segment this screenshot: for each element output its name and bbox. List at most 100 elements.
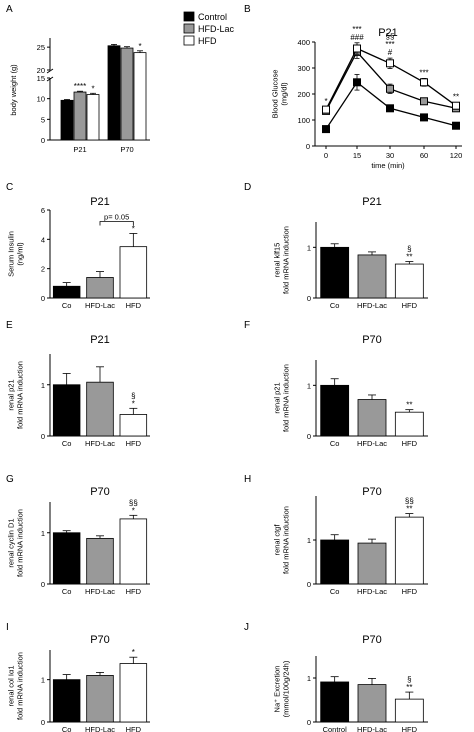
bar [119,414,148,437]
data-point [322,105,330,114]
x-tick-label: 15 [353,151,361,160]
bar [119,518,148,585]
legend-swatch [183,35,195,46]
y-axis-label-group: Blood Glucose(mg/dl) [271,70,289,119]
significance-mark: * [132,506,135,515]
bar [357,254,387,299]
panel-title: P21 [90,196,110,208]
y-axis-label: renal cyclin D1fold mRNA induction [7,509,25,577]
panel-h: P70 0 1 renal ctgffold mRNA induction Co HFD-… [273,486,428,596]
x-tick-label: P70 [120,145,133,154]
y-axis-label: renal klf15fold mRNA induction [273,226,291,294]
x-tick-label: 60 [420,151,428,160]
bar [394,698,424,723]
panel-title: P21 [378,27,398,39]
panel-title: P70 [362,634,382,646]
significance-mark: ** [406,253,412,262]
data-point [420,97,428,106]
x-tick-label: Co [62,301,72,310]
data-point [353,44,361,53]
legend-swatch [183,11,195,22]
legend-swatch [183,23,195,34]
bar [394,263,424,299]
data-point [322,125,330,134]
y-tick-label: 10 [37,95,45,104]
panel-letter-E: E [6,320,13,331]
panel-letter-H: H [244,474,251,485]
y-tick-label: 1 [41,529,45,538]
y-tick-label: 15 [37,74,45,83]
x-tick-label: Co [62,439,72,448]
bar [320,539,350,585]
y-tick-label: 0 [307,718,311,727]
y-tick-label: 1 [307,674,311,683]
data-point [386,104,394,113]
bracket-label: p= 0.05 [104,212,129,221]
significance-mark: ** [453,93,459,102]
panel-title: P70 [90,486,110,498]
x-tick-label: Control [323,725,348,732]
significance-mark: ** [406,505,412,514]
data-point [386,59,394,68]
panel-f: P70 0 1 renal p21fold mRNA induction Co HFD-L… [273,334,428,448]
bar [73,91,87,141]
y-tick-label: 20 [37,66,45,75]
x-tick-label: Co [330,439,340,448]
panel-i: P70 0 1 renal col Iα1fold mRNA induction Co H… [7,634,150,732]
y-axis-label: renal col Iα1fold mRNA induction [7,652,25,720]
significance-mark: §§ [129,498,138,507]
bar [394,411,424,437]
x-tick-label: HFD [402,439,418,448]
y-tick-label: 0 [307,294,311,303]
y-tick-label: 0 [306,142,310,151]
significance-mark: * [132,224,135,233]
significance-mark: * [138,42,141,51]
y-axis-label-group: Serum Insulin(ng/ml) [7,231,25,277]
bar [357,399,387,437]
data-point [420,113,428,122]
x-tick-label: 120 [450,151,463,160]
bar [52,384,81,437]
panel-c: P21 0 2 4 6 Serum Insulin(ng/ml) Co HFD-Lac HFD *… [7,196,150,310]
y-tick-label: 200 [297,90,310,99]
y-axis-label-group: renal p21fold mRNA induction [273,364,291,432]
panel-letter-B: B [244,4,251,15]
y-tick-label: 2 [41,265,45,274]
y-axis-label: Serum Insulin(ng/ml) [7,231,25,277]
significance-mark: * [132,399,135,408]
significance-mark: *** [352,25,361,34]
y-axis-label-group: renal klf15fold mRNA induction [273,226,291,294]
significance-mark: *** [419,68,428,77]
y-tick-label: 1 [307,381,311,390]
significance-mark: §§ [405,497,414,506]
significance-mark: ** [406,401,412,410]
axis-break [46,68,54,74]
y-axis-label: body weight (g) [9,64,18,116]
panel-letter-I: I [6,622,9,633]
x-tick-label: HFD [126,725,142,732]
data-point [386,84,394,93]
y-axis-label: Na⁺ Excretion(mmol/100g/24h) [273,660,291,717]
x-tick-label: Co [62,725,72,732]
legend-label: Control [198,12,227,22]
x-tick-label: HFD-Lac [85,301,115,310]
x-tick-label: HFD-Lac [357,587,387,596]
bar [86,277,114,299]
bar [320,681,350,723]
bar [60,99,74,141]
y-axis-label: renal p21fold mRNA induction [7,361,25,429]
bar [119,246,148,299]
y-axis-label: Blood Glucose(mg/dl) [271,70,289,119]
x-tick-label: HFD-Lac [357,725,387,732]
y-tick-label: 1 [307,243,311,252]
panel-letter-D: D [244,182,251,193]
significance-mark: *** [385,40,394,49]
y-tick-label: 0 [307,580,311,589]
bar [86,675,114,723]
bar [320,384,350,437]
panel-title: P70 [362,334,382,346]
y-axis-label-group: renal cyclin D1fold mRNA induction [7,509,25,577]
bar [320,246,350,299]
y-axis-label-group: Na⁺ Excretion(mmol/100g/24h) [273,660,291,717]
bar [52,285,81,299]
